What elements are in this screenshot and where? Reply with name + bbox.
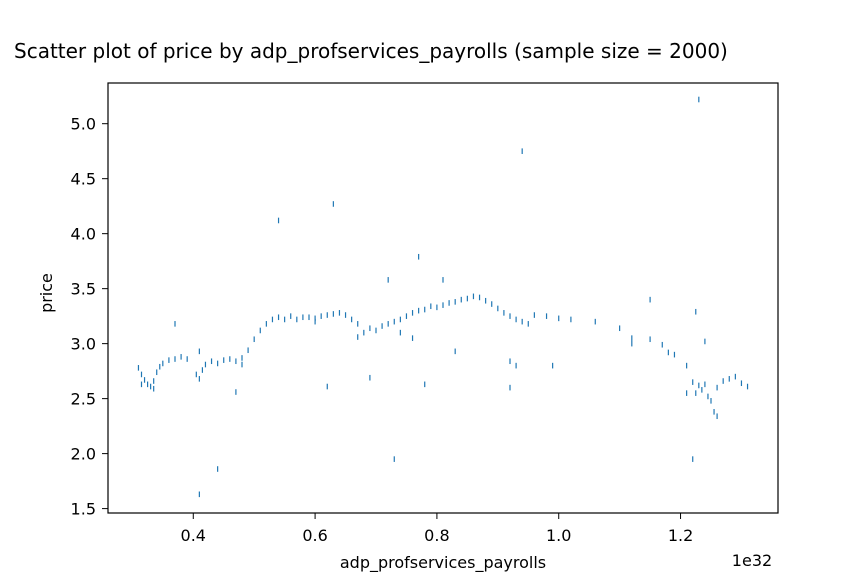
x-tick-label: 0.4	[181, 526, 206, 545]
x-tick-label: 0.6	[302, 526, 327, 545]
y-tick-label: 4.5	[71, 170, 96, 189]
x-tick-label: 1.2	[668, 526, 693, 545]
x-axis-scale-label: 1e32	[732, 551, 772, 570]
y-axis-label: price	[37, 273, 56, 313]
chart-title: Scatter plot of price by adp_profservice…	[14, 39, 728, 63]
plot-area	[107, 82, 779, 514]
y-tick-label: 1.5	[71, 500, 96, 519]
y-tick-label: 2.5	[71, 390, 96, 409]
y-tick-label: 4.0	[71, 225, 96, 244]
x-tick-label: 0.8	[424, 526, 449, 545]
x-axis-ticks: 0.4 0.6 0.8 1.0 1.2	[181, 513, 693, 545]
x-axis-label: adp_profservices_payrolls	[340, 553, 546, 573]
y-tick-label: 2.0	[71, 445, 96, 464]
x-tick-label: 1.0	[546, 526, 571, 545]
y-axis-ticks: 1.5 2.0 2.5 3.0 3.5 4.0 4.5 5.0	[71, 115, 108, 519]
y-tick-label: 3.0	[71, 335, 96, 354]
y-tick-label: 5.0	[71, 115, 96, 134]
scatter-points	[137, 96, 749, 498]
y-tick-label: 3.5	[71, 280, 96, 299]
